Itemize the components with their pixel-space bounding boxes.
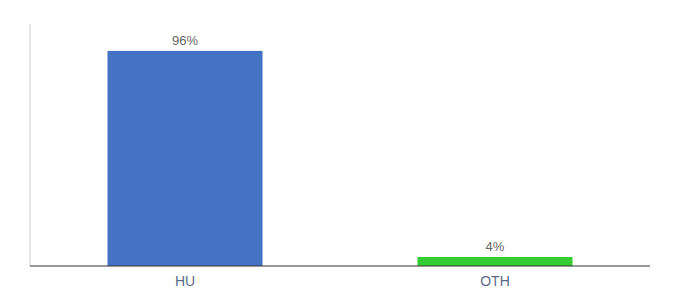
data-label: 96% bbox=[172, 33, 198, 48]
y-axis-line bbox=[30, 24, 31, 266]
x-tick-label: OTH bbox=[480, 273, 510, 289]
x-axis-line bbox=[30, 266, 650, 267]
bars bbox=[108, 51, 573, 266]
chart-container: 96% 4% HU OTH bbox=[0, 0, 680, 300]
data-label: 4% bbox=[486, 239, 505, 254]
chart-svg: 96% 4% HU OTH bbox=[0, 0, 680, 300]
x-tick-label: HU bbox=[175, 273, 195, 289]
bar bbox=[108, 51, 263, 266]
bar bbox=[418, 257, 573, 266]
